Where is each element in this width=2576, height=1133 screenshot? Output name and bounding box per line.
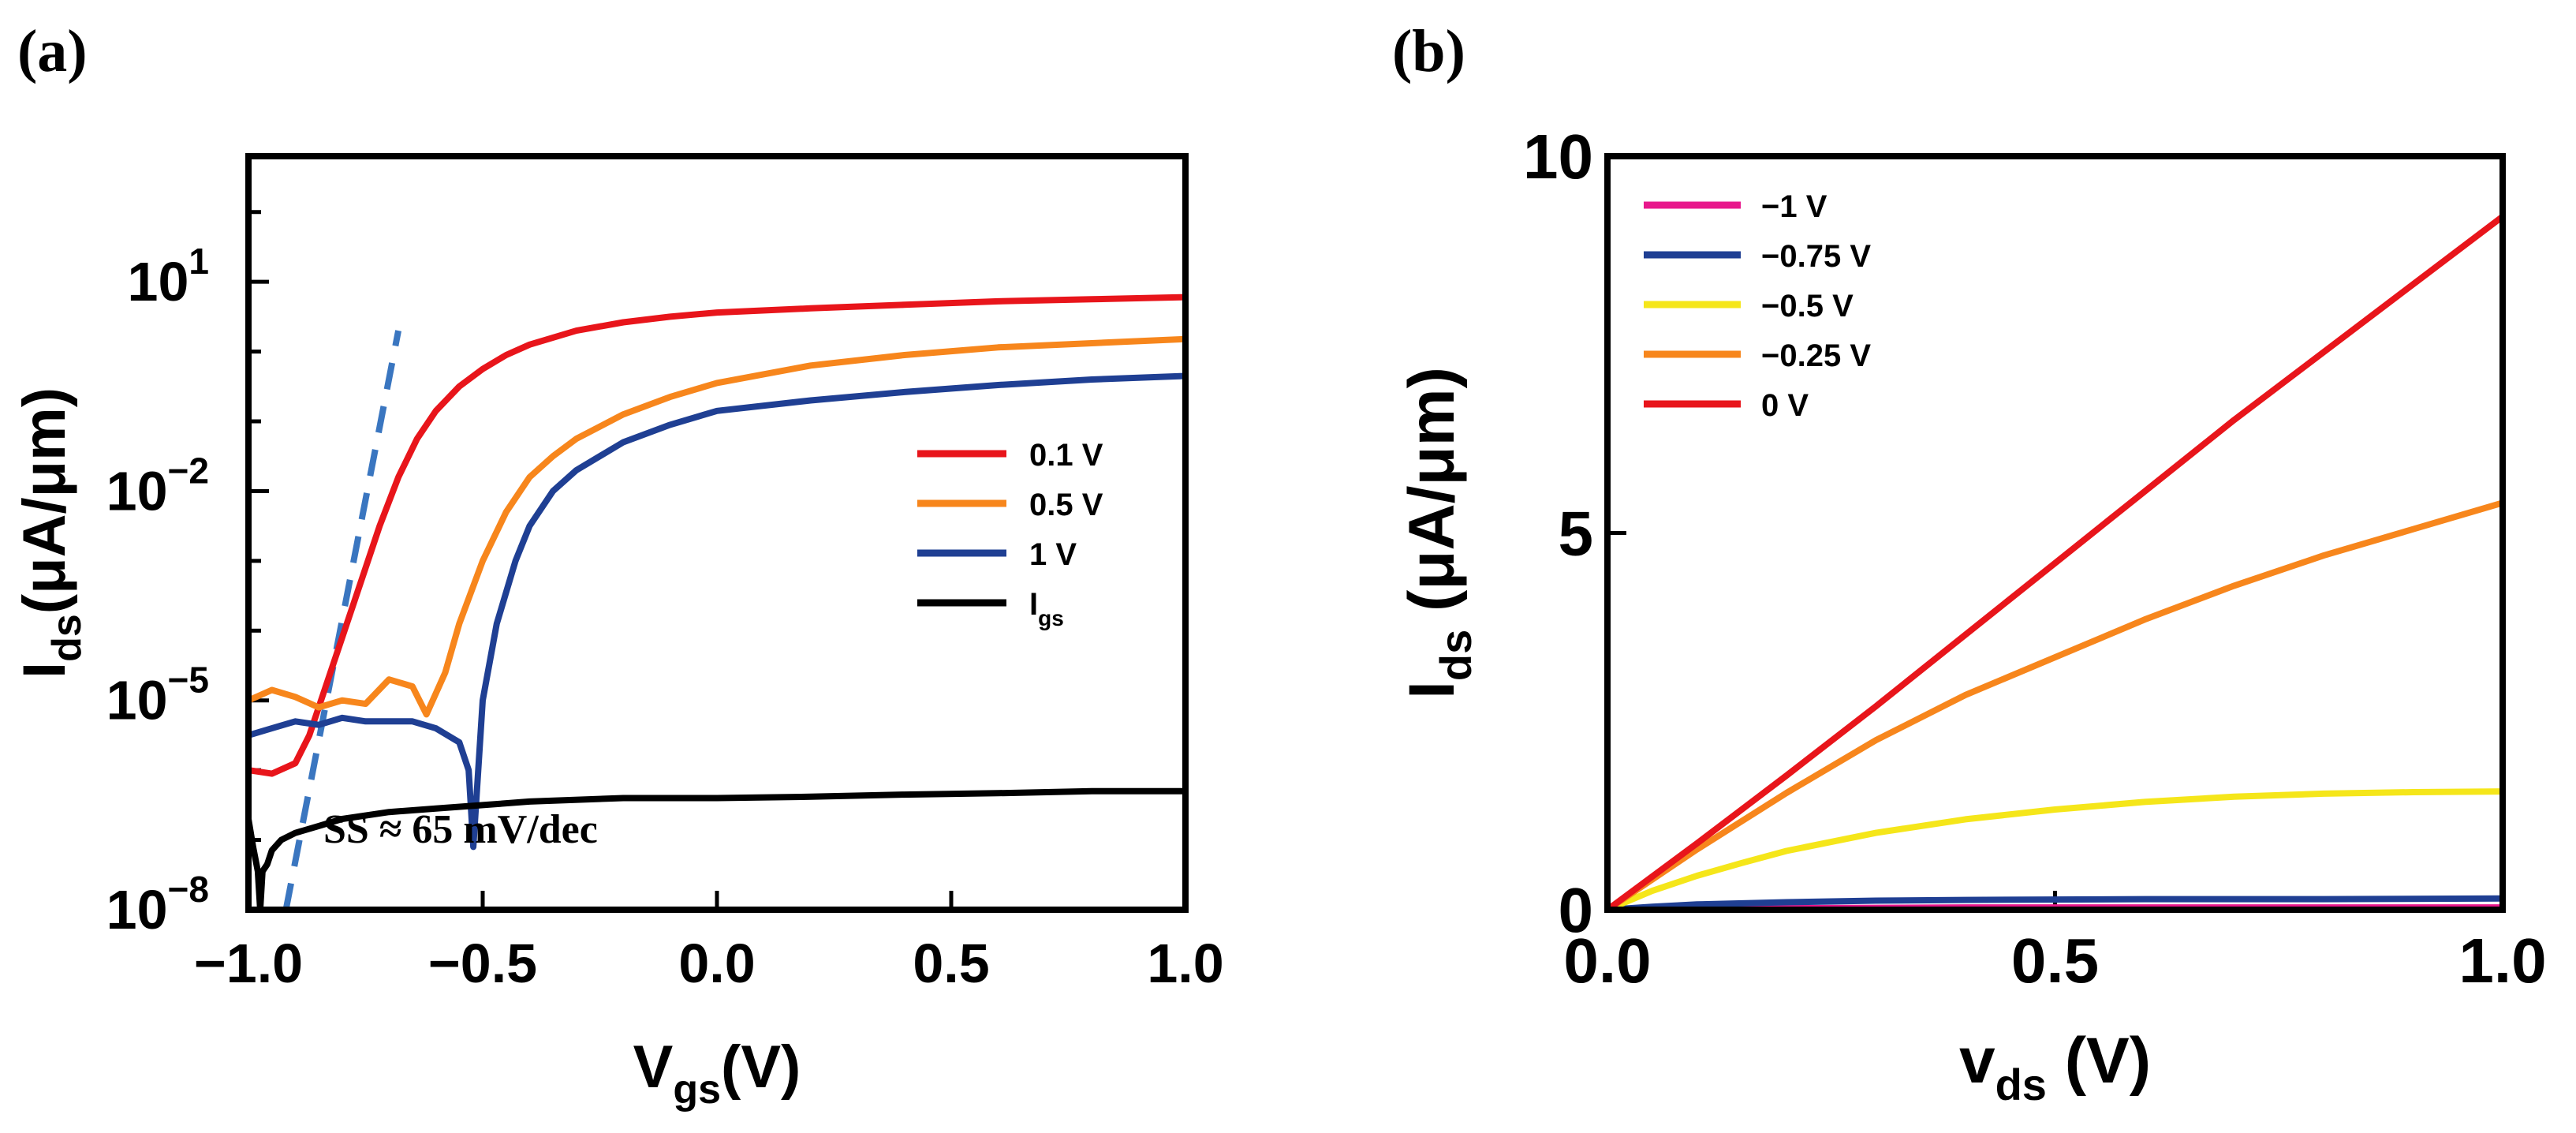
x-tick-label: 0.5 (913, 933, 989, 994)
y-tick-label: 10−8 (106, 869, 209, 940)
legend-label: −0.5 V (1761, 289, 1854, 323)
legend-label: 0.1 V (1029, 438, 1103, 473)
x-tick-label: −1.0 (194, 933, 303, 994)
y-tick-label: 10 (1523, 122, 1593, 192)
panel-b: (b) 0.0 0.5 1.0 0 5 10 −1 V −0.75 V −0.5 V −0.25 V… (1288, 0, 2576, 1133)
legend-b: −1 V −0.75 V −0.5 V −0.25 V 0 V (1644, 189, 1871, 423)
series-line-075V (1607, 895, 2503, 910)
y-tick-label: 5 (1559, 499, 1594, 569)
panel-label-a: (a) (17, 18, 88, 84)
series-line-0V (1607, 214, 2503, 910)
chart-b: (b) 0.0 0.5 1.0 0 5 10 −1 V −0.75 V −0.5 V −0.25 V… (1392, 18, 2547, 1109)
y-axis-label-a: Ids(μA/μm) (11, 387, 90, 679)
x-tick-label: 1.0 (1147, 933, 1223, 994)
series-line-05V (1607, 788, 2503, 910)
legend-label: −1 V (1761, 189, 1827, 224)
legend-label: −0.25 V (1761, 338, 1871, 373)
y-tick-label: 10−2 (106, 450, 209, 522)
legend-label: Igs (1029, 587, 1064, 630)
series-line-025V (1607, 499, 2503, 910)
plot-frame-a (245, 153, 1189, 913)
series-line-1v (248, 372, 1185, 851)
panel-a: (a) −1.0 −0.5 0.0 0.5 1.0 101 10−2 10−5 10−8 SS ≈ … (11, 18, 1224, 1112)
x-tick-label: 0.0 (678, 933, 755, 994)
series-line-0.1v (248, 294, 1185, 777)
plot-area-b (1607, 214, 2503, 910)
x-tick-label: −0.5 (428, 933, 537, 994)
y-tick-label: 10−5 (106, 660, 209, 731)
series-line-igs (248, 787, 1185, 910)
x-tick-label: 1.0 (2458, 925, 2546, 996)
ss-annotation: SS ≈ 65 mV/dec (323, 807, 598, 852)
y-tick-label: 0 (1559, 875, 1594, 945)
y-tick-label: 101 (128, 241, 209, 312)
panel-label-b: (b) (1392, 18, 1465, 84)
legend-label: −0.75 V (1761, 239, 1871, 274)
x-axis-label-b: vds (V) (1959, 1025, 2151, 1109)
legend-label: 1 V (1029, 537, 1077, 572)
legend-label: 0.5 V (1029, 488, 1103, 522)
plot-frame-b (1604, 153, 2506, 913)
series-line-0.5v (248, 335, 1185, 718)
x-tick-label: 0.0 (1563, 925, 1651, 996)
chart-a: (a) −1.0 −0.5 0.0 0.5 1.0 101 10−2 10−5 10−8 SS ≈ … (11, 18, 1224, 1112)
y-axis-label-b: Ids (μA/μm) (1396, 367, 1480, 699)
ss-fit-line (282, 330, 402, 910)
legend-a: 0.1 V 0.5 V 1 V Igs (917, 438, 1103, 630)
x-axis-label-a: Vgs(V) (633, 1034, 801, 1112)
legend-label: 0 V (1761, 388, 1809, 423)
x-tick-label: 0.5 (2011, 925, 2099, 996)
plot-area-a (248, 294, 1185, 910)
